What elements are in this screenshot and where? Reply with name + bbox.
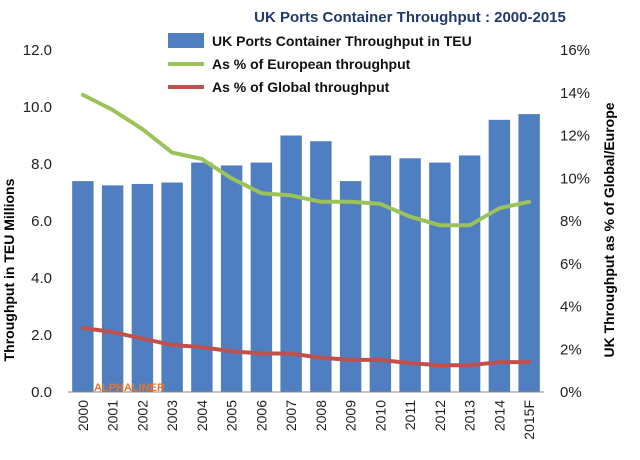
bar-2015F (518, 114, 540, 392)
bar-2001 (101, 185, 124, 392)
line-series (80, 92, 532, 368)
y-tick-label: 2.0 (31, 327, 52, 344)
x-tick-label: 2007 (283, 400, 299, 431)
y-tick-label: 12.0 (23, 42, 52, 59)
x-tick-label: 2004 (194, 400, 210, 431)
y-tick-label: 0.0 (31, 384, 52, 401)
y-tick-label: 10.0 (23, 99, 52, 116)
y-axis-label: Throughput in TEU Millions (1, 178, 17, 361)
bar-2005 (220, 165, 243, 392)
x-tick-label: 2012 (432, 400, 448, 431)
legend: UK Ports Container Throughput in TEU As … (168, 33, 472, 95)
y2-tick-label: 2% (560, 341, 582, 358)
chart-title: UK Ports Container Throughput : 2000-201… (254, 9, 566, 26)
y2-axis-label: UK Throughput as % of Global/Europe (601, 102, 617, 357)
bar-2003 (161, 182, 183, 392)
bar-2014 (488, 119, 511, 392)
y2-tick-label: 8% (560, 213, 582, 230)
y2-axis-ticks: 0% 2% 4% 6% 8% 10% 12% 14% 16% (560, 42, 590, 401)
legend-label-european: As % of European throughput (212, 56, 411, 72)
bar-series (72, 114, 540, 392)
y2-tick-label: 16% (560, 42, 590, 59)
x-tick-label: 2000 (75, 400, 91, 431)
y2-tick-label: 14% (560, 85, 590, 102)
x-axis-ticks: 2000 2001 2002 2003 2004 2005 2006 2007 2008 2009… (75, 400, 537, 440)
x-tick-label: 2008 (313, 400, 329, 431)
y-axis-ticks: 0.0 2.0 4.0 6.0 8.0 10.0 12.0 (23, 42, 52, 401)
x-tick-label: 2010 (372, 400, 388, 431)
y-tick-label: 4.0 (31, 270, 52, 287)
y2-tick-label: 10% (560, 170, 590, 187)
bar-2004 (191, 162, 213, 392)
watermark: ALPHALINER (94, 382, 165, 394)
bar-2011 (399, 158, 421, 392)
bar-2012 (429, 162, 451, 392)
y2-tick-label: 0% (560, 384, 582, 401)
y2-tick-label: 12% (560, 128, 590, 145)
y-tick-label: 8.0 (31, 156, 52, 173)
legend-label-global: As % of Global throughput (212, 79, 390, 95)
x-tick-label: 2015F (521, 400, 537, 440)
legend-label-bar: UK Ports Container Throughput in TEU (212, 33, 472, 49)
x-tick-label: 2014 (491, 400, 507, 431)
bar-2002 (131, 183, 154, 392)
x-tick-label: 2002 (134, 400, 150, 431)
y-tick-label: 6.0 (31, 213, 52, 230)
line-european-share (80, 92, 532, 228)
bar-2010 (369, 155, 392, 392)
legend-swatch-bar (168, 33, 204, 48)
x-tick-label: 2003 (164, 400, 180, 431)
y2-tick-label: 6% (560, 256, 582, 273)
bar-2006 (250, 162, 273, 392)
bar-2009 (339, 181, 362, 392)
x-tick-label: 2005 (224, 400, 240, 431)
line-global-share (80, 325, 532, 368)
bar-2000 (72, 181, 94, 392)
x-tick-label: 2006 (253, 400, 269, 431)
x-tick-label: 2001 (105, 400, 121, 431)
x-tick-label: 2009 (343, 400, 359, 431)
bar-2013 (458, 155, 481, 392)
bar-2007 (280, 135, 302, 392)
x-tick-label: 2013 (462, 400, 478, 431)
y2-tick-label: 4% (560, 299, 582, 316)
x-tick-label: 2011 (402, 400, 418, 430)
bar-2008 (310, 141, 332, 392)
